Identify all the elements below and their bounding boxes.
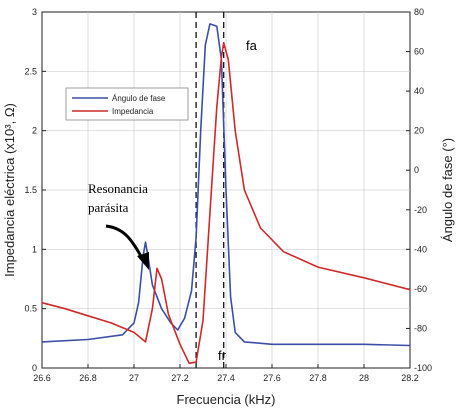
data-series <box>41 23 411 365</box>
fr-label: fr <box>218 348 227 363</box>
y-tick-label-right: 20 <box>414 126 424 136</box>
resonance-annotation-line2: parásita <box>88 200 129 215</box>
y-tick-label-left: 2 <box>32 126 37 136</box>
fa-label: fa <box>246 38 258 53</box>
x-tick-label: 27.2 <box>171 373 189 383</box>
y-tick-label-right: -80 <box>414 323 427 333</box>
resonance-arrow <box>105 224 144 259</box>
legend: Ángulo de fase Impedancia <box>65 87 189 121</box>
y-tick-label-left: 1.5 <box>24 185 37 195</box>
tick-labels: 26.6 26.8 27 27.2 27.4 27.6 27.8 28 28.2 0 0.5 1 1.5… <box>24 7 432 383</box>
y-tick-label-right: -20 <box>414 205 427 215</box>
legend-label-phase: Ángulo de fase <box>112 94 166 103</box>
x-axis-label: Frecuencia (kHz) <box>177 392 276 407</box>
y-tick-label-left: 0.5 <box>24 304 37 314</box>
y-axis-label-right: Ángulo de fase (°) <box>440 138 455 242</box>
x-tick-label: 26.8 <box>79 373 97 383</box>
y-tick-label-right: -40 <box>414 244 427 254</box>
legend-label-impedance: Impedancia <box>112 107 154 116</box>
x-tick-label: 27 <box>129 373 139 383</box>
y-tick-label-left: 2.5 <box>24 66 37 76</box>
y-tick-label-left: 3 <box>32 7 37 17</box>
x-tick-label: 28 <box>359 373 369 383</box>
x-tick-label: 26.6 <box>33 373 51 383</box>
y-tick-label-right: 60 <box>414 47 424 57</box>
resonance-arrowhead <box>137 252 149 270</box>
x-tick-label: 27.6 <box>263 373 281 383</box>
y-tick-label-left: 0 <box>32 363 37 373</box>
y-axis-label-left: Impedancia eléctrica (x10³, Ω) <box>2 103 17 277</box>
legend-box <box>65 87 189 121</box>
y-tick-label-right: 0 <box>414 165 419 175</box>
x-tick-label: 28.2 <box>401 373 419 383</box>
x-tick-label: 27.4 <box>217 373 235 383</box>
x-tick-label: 27.8 <box>309 373 327 383</box>
y-tick-label-right: 80 <box>414 7 424 17</box>
y-tick-label-left: 1 <box>32 244 37 254</box>
series-line-impedance <box>41 42 411 365</box>
resonance-annotation-line1: Resonancia <box>88 181 148 196</box>
y-tick-label-right: 40 <box>414 86 424 96</box>
series-line-phase <box>41 23 411 347</box>
y-tick-label-right: -100 <box>414 363 432 373</box>
y-tick-label-right: -60 <box>414 284 427 294</box>
